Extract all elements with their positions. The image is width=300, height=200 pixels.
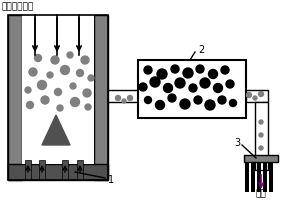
Bar bbox=[251, 162, 255, 192]
Circle shape bbox=[122, 99, 126, 103]
Bar bbox=[8, 15, 108, 180]
Circle shape bbox=[47, 72, 53, 78]
Circle shape bbox=[150, 77, 160, 87]
Circle shape bbox=[88, 75, 94, 81]
Circle shape bbox=[259, 133, 263, 137]
Circle shape bbox=[55, 88, 62, 96]
Bar bbox=[244, 155, 278, 162]
Circle shape bbox=[196, 65, 204, 73]
Circle shape bbox=[180, 99, 190, 109]
Circle shape bbox=[41, 96, 49, 104]
Bar bbox=[94, 15, 108, 180]
Circle shape bbox=[116, 96, 121, 100]
Circle shape bbox=[230, 99, 236, 106]
Circle shape bbox=[145, 97, 152, 104]
Circle shape bbox=[221, 66, 229, 74]
Circle shape bbox=[226, 80, 234, 88]
Bar bbox=[39, 160, 45, 180]
Circle shape bbox=[157, 69, 167, 79]
Circle shape bbox=[25, 87, 31, 93]
Bar bbox=[138, 60, 246, 118]
Circle shape bbox=[67, 52, 73, 58]
Circle shape bbox=[200, 78, 210, 88]
Bar bbox=[77, 160, 83, 180]
Circle shape bbox=[139, 83, 147, 91]
Circle shape bbox=[259, 120, 263, 124]
Circle shape bbox=[259, 92, 263, 97]
Text: 3: 3 bbox=[234, 138, 240, 148]
Bar bbox=[22, 15, 94, 164]
Circle shape bbox=[85, 104, 91, 110]
Circle shape bbox=[155, 100, 164, 110]
Bar bbox=[62, 160, 68, 180]
Circle shape bbox=[29, 68, 37, 76]
Circle shape bbox=[57, 105, 63, 111]
Circle shape bbox=[208, 70, 217, 78]
Circle shape bbox=[76, 70, 83, 76]
Bar bbox=[8, 164, 108, 180]
Text: 1: 1 bbox=[108, 175, 114, 185]
Bar bbox=[257, 162, 261, 192]
Text: 废气: 废气 bbox=[256, 189, 266, 198]
Bar bbox=[263, 162, 267, 192]
Circle shape bbox=[218, 96, 226, 104]
Text: 2: 2 bbox=[198, 45, 204, 55]
Circle shape bbox=[51, 56, 59, 64]
Bar bbox=[8, 15, 108, 95]
Circle shape bbox=[253, 96, 257, 100]
Bar bbox=[108, 90, 138, 102]
Circle shape bbox=[70, 98, 80, 106]
Circle shape bbox=[259, 146, 263, 150]
Text: 放气（氮气）: 放气（氮气） bbox=[2, 2, 34, 11]
Polygon shape bbox=[42, 115, 70, 145]
Circle shape bbox=[144, 66, 152, 74]
Bar bbox=[25, 160, 31, 180]
Bar bbox=[245, 162, 249, 192]
Circle shape bbox=[205, 100, 215, 110]
Circle shape bbox=[189, 84, 197, 92]
Bar bbox=[246, 90, 268, 102]
Bar bbox=[8, 15, 22, 180]
Circle shape bbox=[171, 65, 179, 73]
Circle shape bbox=[214, 84, 223, 92]
Circle shape bbox=[168, 94, 176, 102]
Circle shape bbox=[164, 84, 172, 92]
Circle shape bbox=[81, 56, 89, 64]
Bar bbox=[255, 102, 268, 170]
Circle shape bbox=[247, 92, 251, 98]
Circle shape bbox=[26, 102, 34, 108]
Bar bbox=[269, 162, 273, 192]
Circle shape bbox=[83, 89, 91, 97]
Circle shape bbox=[175, 78, 185, 88]
Circle shape bbox=[34, 54, 41, 62]
Circle shape bbox=[194, 96, 202, 104]
Circle shape bbox=[38, 80, 46, 90]
Circle shape bbox=[183, 68, 193, 78]
Circle shape bbox=[61, 66, 70, 74]
Circle shape bbox=[128, 96, 133, 100]
Circle shape bbox=[70, 83, 76, 89]
